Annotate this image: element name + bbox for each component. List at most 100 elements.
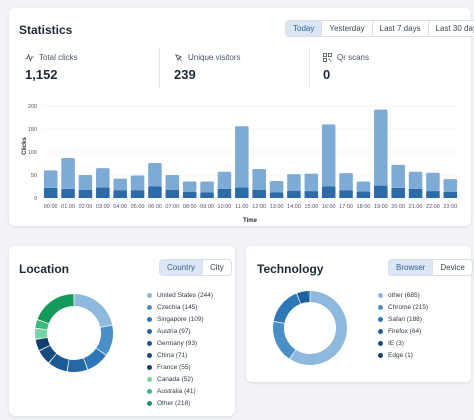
location-legend-item[interactable]: Canada (52) — [147, 374, 213, 386]
bar-segment[interactable] — [113, 178, 127, 191]
bar-segment[interactable] — [165, 175, 180, 190]
bar-segment[interactable] — [321, 124, 336, 187]
donut-slice[interactable] — [297, 291, 310, 304]
tab-browser[interactable]: Browser — [389, 260, 433, 275]
legend-swatch — [147, 340, 152, 346]
technology-donut-chart — [273, 290, 347, 365]
bar-segment[interactable] — [391, 164, 405, 188]
donut-slice[interactable] — [35, 328, 48, 339]
bar-segment[interactable] — [43, 170, 58, 188]
bar-segment[interactable] — [304, 173, 319, 192]
location-legend: United States (244) Czechia (145) Singapor… — [147, 289, 213, 410]
bar-segment[interactable] — [269, 180, 284, 193]
bar-segment[interactable] — [148, 186, 162, 199]
bar-segment[interactable] — [78, 175, 93, 190]
bar-segment[interactable] — [443, 192, 458, 198]
donut-slice[interactable] — [273, 293, 301, 324]
location-legend-label: Czechia (145) — [157, 303, 198, 311]
period-yesterday-button[interactable]: Yesterday — [321, 21, 372, 36]
bar-segment[interactable] — [148, 163, 162, 187]
technology-legend-item[interactable]: Chrome (215) — [378, 301, 428, 313]
bar-segment[interactable] — [356, 181, 371, 192]
bar-segment[interactable] — [182, 192, 197, 198]
bar-segment[interactable] — [235, 126, 249, 188]
y-axis-title: Clicks — [22, 137, 28, 155]
tab-device[interactable]: Device — [432, 260, 472, 275]
technology-legend-item[interactable]: IE (3) — [378, 337, 428, 349]
bar-segment[interactable] — [408, 188, 423, 198]
donut-slice[interactable] — [35, 319, 49, 330]
location-legend-item[interactable]: Czechia (145) — [147, 301, 213, 313]
bar-segment[interactable] — [339, 190, 353, 198]
location-legend-item[interactable]: Singapore (109) — [147, 313, 213, 325]
bar-segment[interactable] — [61, 157, 75, 189]
bar-segment[interactable] — [252, 189, 266, 198]
bar-segment[interactable] — [408, 171, 423, 189]
technology-legend-item[interactable]: Firefox (64) — [378, 325, 428, 337]
bar-segment[interactable] — [61, 188, 75, 198]
technology-legend-item[interactable]: Safari (188) — [378, 313, 428, 325]
donut-slice[interactable] — [273, 321, 296, 359]
statistics-card: Statistics Today Yesterday Last 7 days L… — [9, 8, 474, 226]
tab-country[interactable]: Country — [160, 260, 203, 275]
technology-legend-item[interactable]: other (685) — [378, 289, 428, 301]
location-legend-item[interactable]: Austria (97) — [147, 325, 213, 337]
bar-segment[interactable] — [182, 181, 197, 193]
bar-segment[interactable] — [356, 191, 371, 198]
donut-slice[interactable] — [96, 325, 113, 355]
bar-segment[interactable] — [96, 168, 110, 188]
x-tick-label: 03:00 — [96, 204, 110, 210]
bar-segment[interactable] — [217, 171, 232, 189]
bar-segment[interactable] — [200, 192, 214, 198]
bar-segment[interactable] — [200, 181, 214, 193]
location-legend-label: Australia (41) — [157, 388, 196, 396]
bar-segment[interactable] — [43, 187, 58, 198]
bar-segment[interactable] — [426, 191, 440, 198]
bar-segment[interactable] — [269, 192, 284, 198]
bar-segment[interactable] — [374, 185, 388, 198]
location-legend-item[interactable]: China (71) — [147, 349, 213, 361]
location-legend-item[interactable]: Other (218) — [147, 398, 213, 410]
bar-segment[interactable] — [321, 186, 336, 199]
tab-city[interactable]: City — [202, 260, 231, 275]
bar-segment[interactable] — [252, 169, 266, 190]
bar-segment[interactable] — [426, 172, 440, 192]
bar-segment[interactable] — [287, 174, 301, 191]
bar-segment[interactable] — [443, 179, 458, 193]
bar-segment[interactable] — [287, 190, 301, 198]
donut-slice[interactable] — [39, 345, 57, 363]
bar-segment[interactable] — [130, 175, 145, 191]
period-last-30-days-button[interactable]: Last 30 days — [427, 21, 474, 36]
location-legend-item[interactable]: United States (244) — [147, 289, 213, 301]
donut-slice[interactable] — [49, 353, 69, 372]
bar-segment[interactable] — [391, 187, 405, 198]
period-today-button[interactable]: Today — [286, 21, 322, 36]
bar-segment[interactable] — [304, 191, 319, 198]
technology-legend-item[interactable]: Edge (1) — [378, 349, 428, 361]
donut-slice[interactable] — [309, 291, 310, 303]
bar-segment[interactable] — [235, 187, 249, 198]
donut-slice[interactable] — [290, 291, 347, 365]
bar-segment[interactable] — [113, 190, 127, 198]
period-last-7-days-button[interactable]: Last 7 days — [371, 21, 428, 36]
legend-swatch — [147, 365, 152, 371]
location-card: Location Country City United States (244… — [9, 246, 235, 416]
donut-slice[interactable] — [37, 294, 74, 324]
donut-slice[interactable] — [83, 348, 106, 370]
donut-slice[interactable] — [67, 358, 88, 372]
donut-slice[interactable] — [35, 337, 50, 351]
x-tick-label: 05:00 — [131, 204, 145, 210]
bar-segment[interactable] — [165, 189, 180, 198]
location-legend-item[interactable]: Australia (41) — [147, 386, 213, 398]
x-tick-label: 15:00 — [304, 204, 318, 210]
donut-slice[interactable] — [74, 294, 113, 328]
bar-segment[interactable] — [339, 173, 353, 191]
bar-segment[interactable] — [217, 188, 232, 198]
bar-segment[interactable] — [374, 109, 388, 186]
location-legend-item[interactable]: Germany (93) — [147, 337, 213, 349]
metric-divider — [159, 48, 160, 88]
bar-segment[interactable] — [78, 189, 93, 198]
location-legend-item[interactable]: France (55) — [147, 362, 213, 374]
bar-segment[interactable] — [96, 187, 110, 198]
bar-segment[interactable] — [130, 190, 145, 198]
